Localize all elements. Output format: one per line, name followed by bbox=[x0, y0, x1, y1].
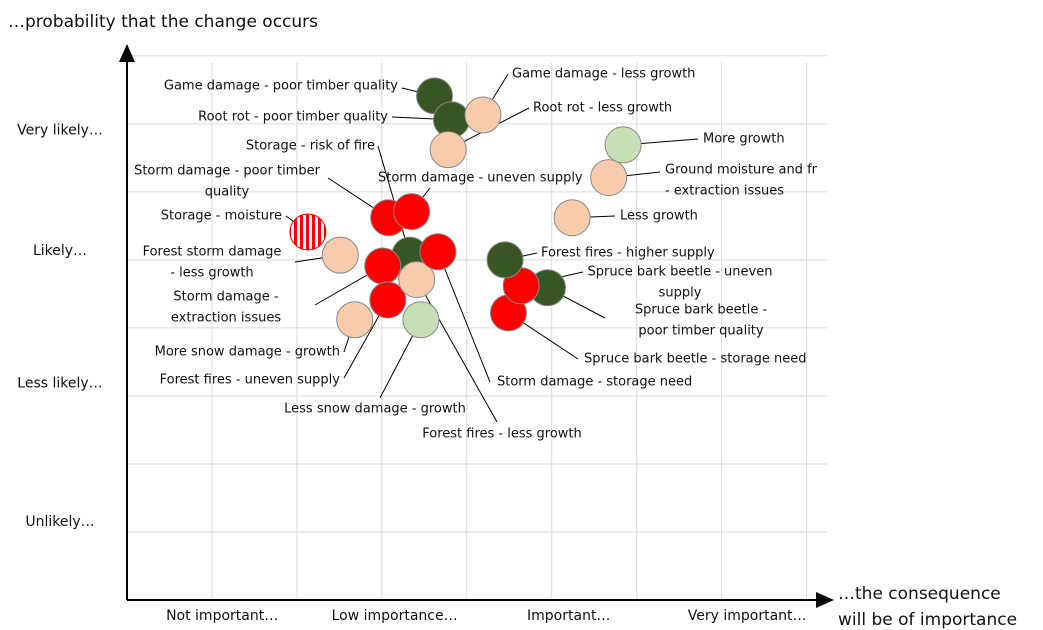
point-label: Root rot - less growth bbox=[533, 101, 672, 116]
point-label: Forest fires - uneven supply bbox=[160, 373, 341, 388]
point-label: Forest storm damage bbox=[143, 245, 282, 260]
point-label: Root rot - poor timber quality bbox=[198, 110, 388, 125]
point bbox=[336, 301, 374, 339]
point bbox=[429, 131, 467, 169]
leader-line bbox=[437, 251, 491, 383]
x-axis-title: …the consequence bbox=[838, 584, 1001, 604]
point bbox=[364, 247, 402, 285]
point bbox=[321, 236, 359, 274]
point-label: - less growth bbox=[170, 266, 253, 281]
point-label: Storm damage - storage need bbox=[497, 375, 692, 390]
point-label: poor timber quality bbox=[638, 324, 764, 339]
point-label: Ground moisture and fr bbox=[665, 163, 818, 178]
point bbox=[289, 213, 327, 251]
y-tick-label: Less likely… bbox=[17, 376, 102, 392]
point-label: Storm damage - bbox=[173, 290, 278, 305]
x-tick-label: Important… bbox=[527, 608, 610, 624]
point-label: Forest fires - less growth bbox=[422, 427, 582, 442]
y-tick-label: Very likely… bbox=[17, 123, 103, 139]
x-tick-label: Very important… bbox=[688, 608, 807, 624]
x-axis-title: will be of importance bbox=[838, 610, 1017, 630]
points bbox=[289, 77, 642, 339]
grid bbox=[127, 55, 827, 600]
x-tick-label: Low importance… bbox=[332, 608, 458, 624]
point bbox=[464, 96, 502, 134]
point bbox=[393, 193, 431, 231]
point-label: More growth bbox=[703, 132, 785, 147]
point-label: Spruce bark beetle - uneven bbox=[588, 265, 773, 280]
point bbox=[419, 233, 457, 271]
leader-line bbox=[416, 279, 498, 423]
point-label: supply bbox=[659, 286, 702, 301]
point-label: Storage - risk of fire bbox=[246, 139, 375, 154]
point bbox=[590, 159, 628, 197]
point bbox=[398, 261, 436, 299]
point bbox=[369, 281, 407, 319]
point-label: Storm damage - uneven supply bbox=[378, 171, 583, 186]
point-label: Forest fires - higher supply bbox=[541, 246, 715, 261]
point-label: Storage - moisture bbox=[161, 209, 282, 224]
y-axis-title: …probability that the change occurs bbox=[8, 12, 318, 32]
labels: Game damage - poor timber quality Root ro… bbox=[134, 67, 818, 442]
point-label: - extraction issues bbox=[665, 184, 784, 199]
point-label: extraction issues bbox=[171, 311, 281, 326]
point bbox=[486, 241, 524, 279]
point-label: Game damage - less growth bbox=[512, 67, 695, 82]
y-tick-label: Unlikely… bbox=[25, 514, 94, 530]
point-label: More snow damage - growth bbox=[155, 345, 340, 360]
point-label: Spruce bark beetle - bbox=[635, 303, 768, 318]
point bbox=[553, 199, 591, 237]
x-tick-label: Not important… bbox=[166, 608, 278, 624]
point-label: Spruce bark beetle - storage need bbox=[584, 352, 807, 367]
point-label: Game damage - poor timber quality bbox=[164, 79, 398, 94]
point-label: Less growth bbox=[620, 209, 698, 224]
point bbox=[402, 301, 440, 339]
y-tick-label: Likely… bbox=[33, 243, 87, 259]
point-label: Less snow damage - growth bbox=[284, 402, 466, 417]
point-label: Storm damage - poor timber bbox=[134, 164, 321, 179]
point bbox=[604, 126, 642, 164]
point-label: quality bbox=[205, 185, 250, 200]
